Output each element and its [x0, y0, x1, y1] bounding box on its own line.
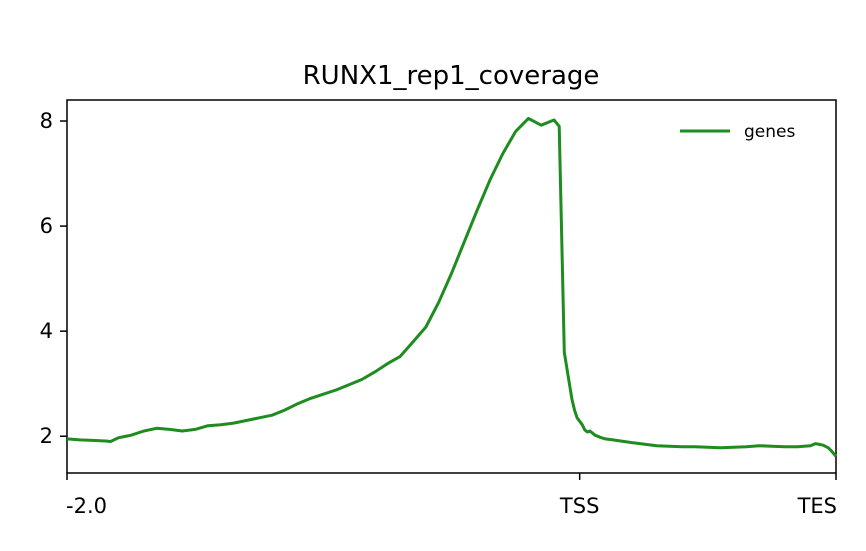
x-tick-label: TSS — [559, 494, 600, 518]
y-tick-label: 2 — [40, 424, 53, 448]
legend: genes — [680, 122, 795, 142]
series-layer — [66, 116, 838, 458]
y-tick-label: 4 — [40, 319, 53, 343]
series-line-genes — [66, 116, 838, 458]
x-axis: -2.0 TSS TES — [66, 473, 837, 518]
y-axis: 2 4 6 8 — [40, 109, 67, 448]
y-tick-label: 6 — [40, 214, 53, 238]
x-tick-label: TES — [797, 494, 837, 518]
plot-frame — [66, 99, 837, 474]
legend-label-genes: genes — [744, 122, 795, 142]
x-tick-label: -2.0 — [66, 494, 107, 518]
chart-title: RUNX1_rep1_coverage — [303, 61, 600, 91]
y-tick-label: 8 — [40, 109, 53, 133]
